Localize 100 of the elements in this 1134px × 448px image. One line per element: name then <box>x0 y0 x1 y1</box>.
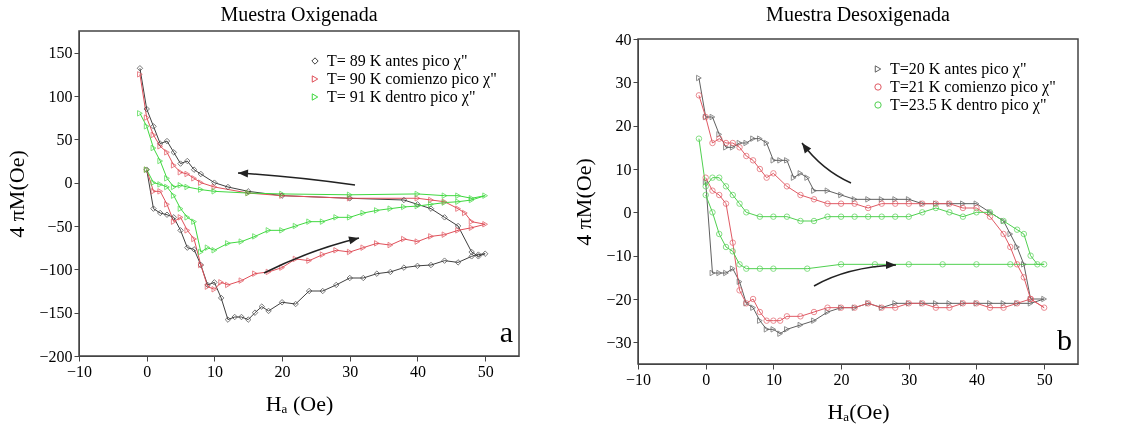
point <box>211 286 218 293</box>
point <box>729 248 737 255</box>
x-tick-label: 20 <box>274 362 291 380</box>
point <box>441 192 448 199</box>
point <box>729 191 737 199</box>
point <box>170 183 177 191</box>
point <box>441 231 448 238</box>
point <box>401 235 407 243</box>
x-tick-label: 50 <box>477 362 494 380</box>
point <box>709 209 716 216</box>
legend-label: T= 91 K dentro pico χ" <box>327 88 476 106</box>
point <box>164 175 170 182</box>
point <box>905 261 913 268</box>
point <box>939 261 946 268</box>
y-tick-label: −150 <box>39 304 73 322</box>
point <box>197 179 204 186</box>
point <box>709 174 716 181</box>
point <box>265 307 272 315</box>
point <box>824 213 831 220</box>
point <box>143 114 150 121</box>
point <box>238 277 245 284</box>
annotation: a <box>499 315 513 348</box>
point <box>150 179 157 186</box>
point <box>722 243 730 251</box>
point <box>306 218 313 225</box>
point <box>783 213 791 220</box>
y-tick-label: 30 <box>615 73 632 91</box>
point <box>373 207 380 214</box>
y-tick-label: 100 <box>48 87 73 105</box>
y-tick-label: −30 <box>606 333 632 351</box>
point <box>973 261 980 268</box>
point <box>265 227 272 234</box>
point <box>803 265 811 272</box>
point <box>468 253 475 260</box>
point <box>468 248 475 256</box>
point <box>346 191 353 199</box>
point <box>164 183 170 191</box>
point <box>217 294 225 302</box>
point <box>736 200 743 207</box>
point <box>137 110 143 117</box>
y-tick-label: −100 <box>39 260 73 278</box>
point <box>414 238 421 245</box>
point <box>184 227 191 234</box>
point <box>211 247 218 254</box>
point <box>1013 226 1021 233</box>
point <box>150 131 157 139</box>
point <box>177 169 184 176</box>
point <box>333 247 340 254</box>
y-tick-label: 20 <box>615 117 632 135</box>
point <box>143 123 150 130</box>
point <box>164 201 170 208</box>
point <box>225 240 231 247</box>
point <box>400 196 408 204</box>
point <box>770 265 777 272</box>
point <box>319 287 326 295</box>
point <box>279 264 285 271</box>
point <box>244 316 252 323</box>
x-axis-title: Hₐ(Oe) <box>827 398 890 424</box>
point <box>837 261 845 268</box>
point <box>197 248 204 256</box>
point <box>932 204 940 212</box>
y-axis-title: 4 πM(Oe) <box>571 158 597 246</box>
y-tick-label: 150 <box>48 44 73 62</box>
point <box>414 262 421 270</box>
point <box>252 270 258 277</box>
point <box>736 261 743 268</box>
point <box>164 149 170 156</box>
point <box>373 240 380 247</box>
point <box>163 137 171 145</box>
point <box>306 257 313 264</box>
point <box>150 205 157 212</box>
x-tick-label: 0 <box>702 370 711 388</box>
point <box>715 174 723 181</box>
point <box>387 205 394 212</box>
point <box>414 190 421 198</box>
point <box>441 214 448 221</box>
point <box>190 246 198 253</box>
point <box>946 209 953 216</box>
point <box>722 183 730 190</box>
point <box>919 209 926 216</box>
y-tick-label: −10 <box>606 247 632 265</box>
point <box>810 217 818 225</box>
point <box>190 166 198 173</box>
point <box>177 227 184 234</box>
point <box>184 183 191 191</box>
point <box>170 218 177 225</box>
point <box>455 227 461 234</box>
point <box>224 316 232 323</box>
point <box>373 270 381 277</box>
point <box>454 259 462 266</box>
line-series <box>137 110 489 256</box>
legend-label: T=23.5 K dentro pico χ" <box>890 96 1047 114</box>
point <box>211 183 218 191</box>
x-tick-label: 10 <box>206 362 223 380</box>
point <box>170 149 178 156</box>
point <box>864 213 872 220</box>
point <box>360 244 367 251</box>
point <box>319 218 326 225</box>
point <box>1040 261 1048 268</box>
point <box>1007 261 1014 268</box>
